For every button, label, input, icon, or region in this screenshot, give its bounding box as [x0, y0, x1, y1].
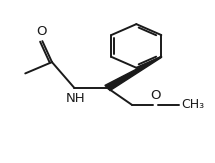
Text: O: O — [36, 25, 46, 38]
Text: O: O — [150, 89, 161, 102]
Text: NH: NH — [66, 92, 85, 105]
Polygon shape — [105, 56, 162, 90]
Text: CH₃: CH₃ — [181, 98, 204, 111]
